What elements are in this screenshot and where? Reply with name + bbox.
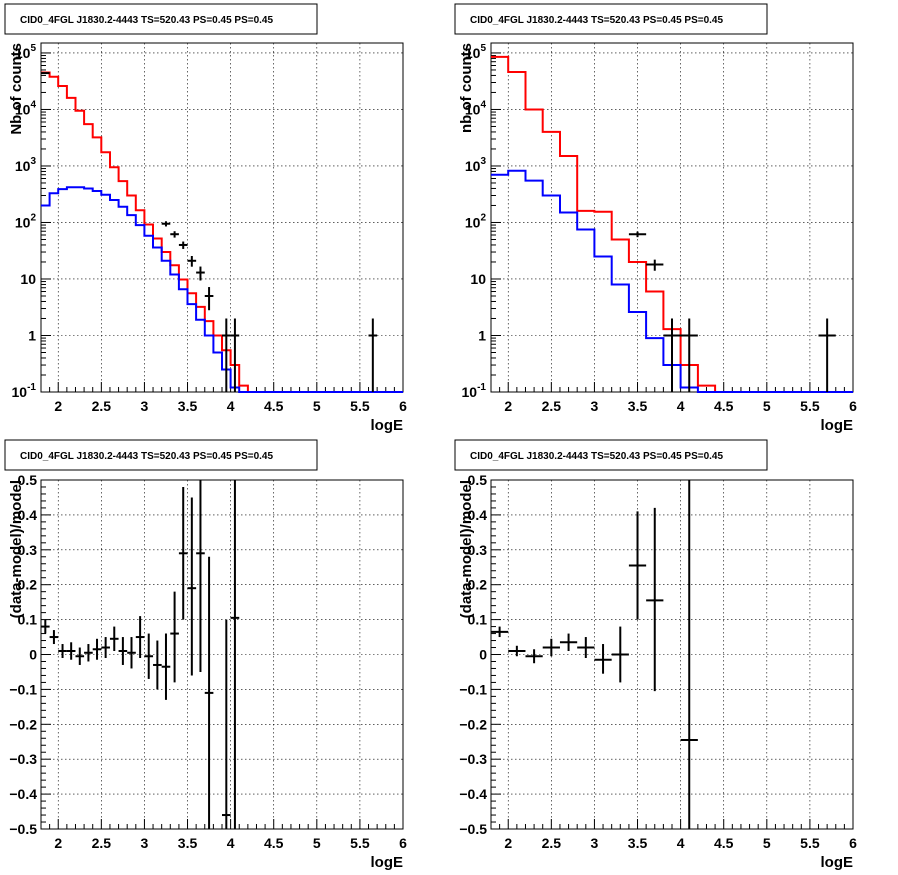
x-tick-label: 2.5 (542, 398, 562, 414)
y-tick-label: 0.4 (468, 507, 488, 523)
x-tick-label: 3.5 (628, 835, 648, 851)
chart-panel-3: CID0_4FGL J1830.2-4443 TS=520.43 PS=0.45… (4, 439, 407, 871)
y-axis-title: (data-model)/model (458, 480, 475, 618)
x-tick-label: 2.5 (92, 835, 112, 851)
chart-title: CID0_4FGL J1830.2-4443 TS=520.43 PS=0.45… (20, 451, 273, 462)
x-tick-label: 5 (313, 835, 321, 851)
title-box (454, 439, 768, 471)
x-axis-title: logE (821, 417, 854, 434)
y-tick-label: 103 (15, 156, 37, 174)
y-tick-label: 103 (465, 156, 487, 174)
y-tick-label: −0.4 (459, 786, 487, 802)
y-tick-label: −0.3 (459, 751, 487, 767)
y-tick-label: 10 (20, 271, 36, 287)
chart-title: CID0_4FGL J1830.2-4443 TS=520.43 PS=0.45… (470, 15, 723, 26)
x-tick-label: 5.5 (350, 398, 370, 414)
chart-panel-1: CID0_4FGL J1830.2-4443 TS=520.43 PS=0.45… (4, 3, 407, 434)
y-tick-label: 0.1 (468, 612, 488, 628)
x-tick-label: 3 (591, 835, 599, 851)
x-tick-label: 2 (54, 835, 62, 851)
y-tick-label: 1 (478, 327, 486, 343)
x-tick-label: 3.5 (178, 398, 198, 414)
title-box (454, 3, 768, 35)
x-tick-label: 3 (591, 398, 599, 414)
x-tick-label: 5.5 (800, 398, 820, 414)
x-tick-label: 5.5 (800, 835, 820, 851)
x-axis-title: logE (371, 417, 404, 434)
chart-panel-4: CID0_4FGL J1830.2-4443 TS=520.43 PS=0.45… (454, 439, 857, 871)
x-tick-label: 5 (313, 398, 321, 414)
y-tick-label: −0.1 (459, 681, 487, 697)
x-tick-label: 2 (54, 398, 62, 414)
chart-title: CID0_4FGL J1830.2-4443 TS=520.43 PS=0.45… (20, 15, 273, 26)
y-tick-label: 0.5 (18, 472, 38, 488)
x-tick-label: 4 (677, 398, 685, 414)
y-tick-label: −0.5 (459, 821, 487, 837)
y-tick-label: 102 (15, 212, 37, 230)
y-tick-label: −0.3 (9, 751, 37, 767)
y-tick-label: −0.5 (9, 821, 37, 837)
x-axis-title: logE (821, 854, 854, 871)
y-tick-label: 0 (479, 647, 487, 663)
x-tick-label: 4.5 (714, 835, 734, 851)
title-box (4, 439, 318, 471)
x-tick-label: 3.5 (178, 835, 198, 851)
y-axis-title: Nb of counts (8, 43, 25, 135)
chart-title: CID0_4FGL J1830.2-4443 TS=520.43 PS=0.45… (470, 451, 723, 462)
x-tick-label: 2.5 (542, 835, 562, 851)
x-tick-label: 6 (399, 398, 407, 414)
y-tick-label: −0.1 (9, 681, 37, 697)
y-tick-label: 0.1 (18, 612, 38, 628)
y-tick-label: 0.2 (468, 577, 488, 593)
series-step-2 (491, 169, 853, 393)
x-tick-label: 3.5 (628, 398, 648, 414)
series-step-1 (41, 71, 403, 393)
x-tick-label: 6 (399, 835, 407, 851)
x-tick-label: 4.5 (264, 835, 284, 851)
y-axis-title: nb of counts (458, 43, 475, 133)
x-tick-label: 6 (849, 835, 857, 851)
x-tick-label: 3 (141, 398, 149, 414)
x-tick-label: 2 (504, 835, 512, 851)
y-tick-label: 1 (28, 327, 36, 343)
x-tick-label: 6 (849, 398, 857, 414)
x-tick-label: 2 (504, 398, 512, 414)
y-tick-label: 102 (465, 212, 487, 230)
y-tick-label: 10-1 (462, 382, 487, 400)
y-tick-label: 105 (15, 43, 37, 61)
y-tick-label: 0.5 (468, 472, 488, 488)
y-tick-label: 10-1 (12, 382, 37, 400)
x-tick-label: 5.5 (350, 835, 370, 851)
x-tick-label: 4 (677, 835, 685, 851)
x-tick-label: 4.5 (264, 398, 284, 414)
y-tick-label: 0 (29, 647, 37, 663)
y-tick-label: 104 (465, 99, 487, 117)
y-tick-label: 105 (465, 43, 487, 61)
y-tick-label: −0.2 (459, 716, 487, 732)
x-tick-label: 5 (763, 398, 771, 414)
chart-panel-2: CID0_4FGL J1830.2-4443 TS=520.43 PS=0.45… (454, 3, 857, 434)
x-tick-label: 4 (227, 398, 235, 414)
y-tick-label: 0.4 (18, 507, 38, 523)
y-tick-label: −0.4 (9, 786, 37, 802)
x-tick-label: 4 (227, 835, 235, 851)
x-axis-title: logE (371, 854, 404, 871)
series-step-2 (41, 186, 403, 393)
y-tick-label: 0.2 (18, 577, 38, 593)
y-tick-label: 104 (15, 99, 37, 117)
x-tick-label: 4.5 (714, 398, 734, 414)
x-tick-label: 2.5 (92, 398, 112, 414)
y-tick-label: 0.3 (468, 542, 488, 558)
y-axis-title: (data-model)/model (8, 480, 25, 618)
title-box (4, 3, 318, 35)
x-tick-label: 3 (141, 835, 149, 851)
y-tick-label: 0.3 (18, 542, 38, 558)
x-tick-label: 5 (763, 835, 771, 851)
y-tick-label: −0.2 (9, 716, 37, 732)
y-tick-label: 10 (470, 271, 486, 287)
